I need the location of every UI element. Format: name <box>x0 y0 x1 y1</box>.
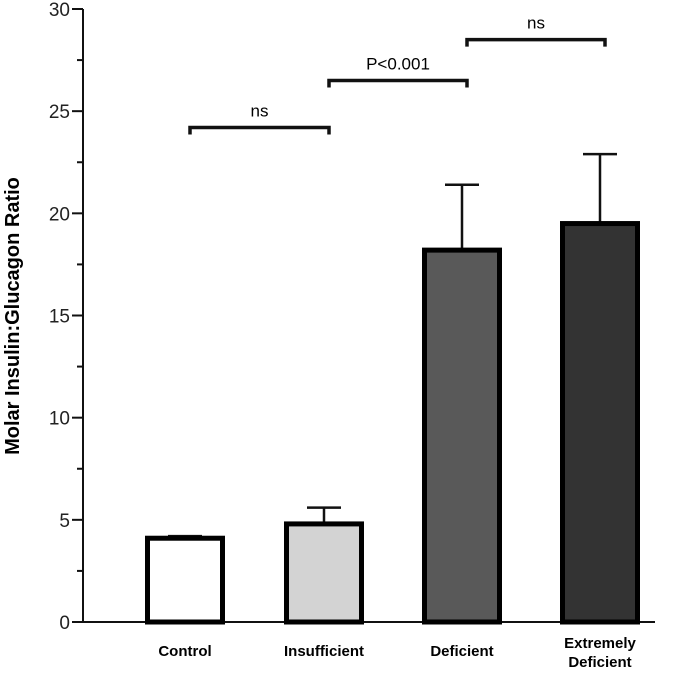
bars <box>145 152 640 625</box>
comparisons: ns P<0.001 ns <box>188 14 607 135</box>
x-tick-label: Insufficient <box>284 643 364 660</box>
bar <box>145 535 225 625</box>
significance-bracket <box>188 125 331 135</box>
bar <box>422 247 502 625</box>
x-tick-label: Control <box>158 643 211 660</box>
category-labels: Control Insufficient Deficient Extremely Def… <box>158 635 636 671</box>
significance-label: ns <box>527 14 545 33</box>
y-axis-label: Molar Insulin:Glucagon Ratio <box>2 177 24 455</box>
y-tick-label: 5 <box>59 511 70 532</box>
y-tick-label: 30 <box>49 0 70 21</box>
x-tick-label: Extremely Deficient <box>564 635 636 671</box>
significance-bracket <box>465 37 607 47</box>
y-tick-label: 20 <box>49 204 70 225</box>
y-tick-label: 25 <box>49 102 70 123</box>
bar <box>284 521 364 625</box>
significance-label: ns <box>251 102 269 121</box>
y-tick-label: 0 <box>59 613 70 634</box>
x-tick-label: Deficient <box>430 643 493 660</box>
significance-label: P<0.001 <box>366 55 430 74</box>
bar <box>560 221 640 625</box>
y-tick-label: 15 <box>49 307 70 328</box>
significance-bracket <box>327 78 469 88</box>
y-tick-label: 10 <box>49 409 70 430</box>
